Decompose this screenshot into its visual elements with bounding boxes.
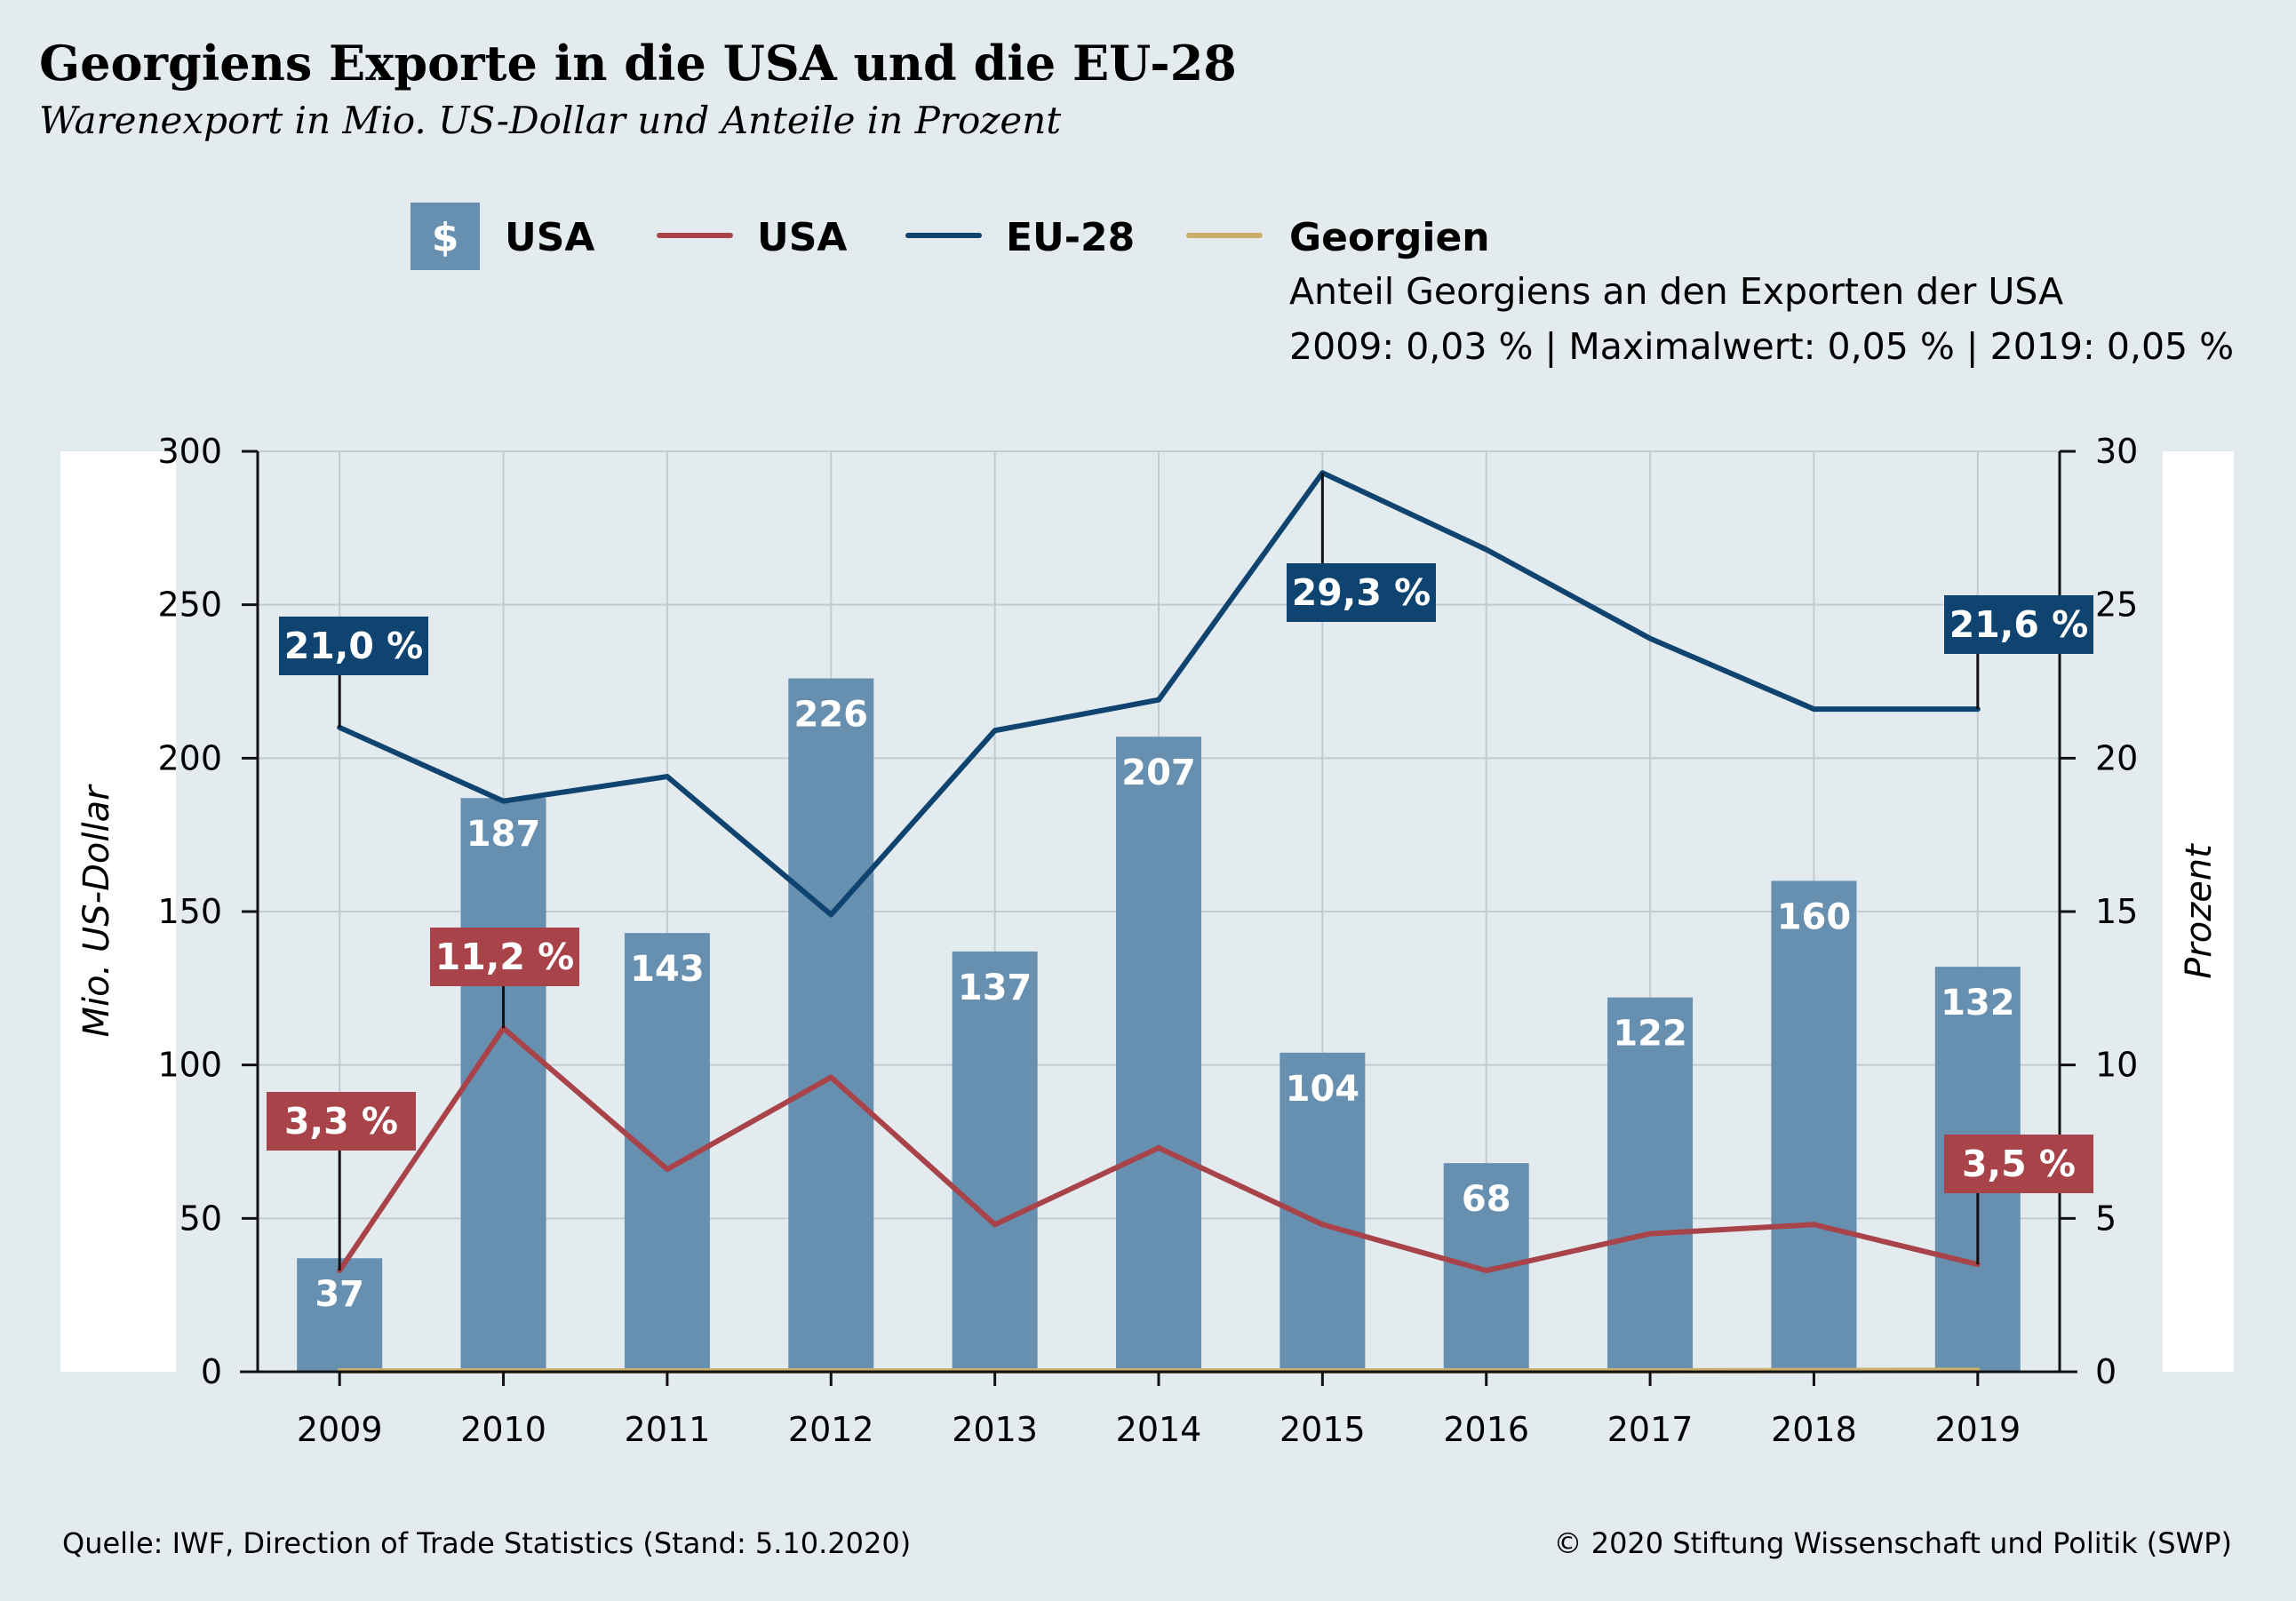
- callout-box: [1944, 1135, 2093, 1193]
- left-tick-label: 0: [201, 1352, 222, 1391]
- bar-value-label: 187: [466, 814, 541, 855]
- bar-usa-2014: [1116, 737, 1201, 1372]
- x-tick-label: 2013: [952, 1410, 1038, 1449]
- callout-label: 3,3 %: [284, 1100, 398, 1143]
- x-tick-label: 2019: [1934, 1410, 2021, 1449]
- x-tick-label: 2009: [297, 1410, 383, 1449]
- right-tick-label: 5: [2095, 1199, 2117, 1238]
- x-tick-label: 2010: [460, 1410, 546, 1449]
- legend-bar-label: USA: [505, 215, 594, 260]
- legend: $ USA USA EU-28 Georgien Anteil Georgien…: [411, 203, 2234, 368]
- right-axis-panel: [2163, 451, 2234, 1372]
- left-axis-label: Mio. US-Dollar: [76, 784, 117, 1038]
- callout-label: 21,6 %: [1949, 603, 2089, 646]
- bar-value-label: 137: [958, 968, 1032, 1008]
- x-tick-label: 2015: [1280, 1410, 1366, 1449]
- legend-bar-icon-text: $: [432, 215, 459, 260]
- x-tick-label: 2017: [1607, 1410, 1694, 1449]
- data-labels: 37 187 143 226 137 207 104 68 122 160 132: [315, 695, 2014, 1316]
- right-tick-label: 0: [2095, 1352, 2117, 1391]
- x-tick-label: 2011: [625, 1410, 711, 1449]
- right-tick-label: 20: [2095, 738, 2138, 777]
- bar-usa-2010: [460, 798, 546, 1372]
- callout-label: 3,5 %: [1962, 1143, 2076, 1185]
- bar-value-label: 132: [1941, 983, 2015, 1024]
- callout-box: [1287, 563, 1436, 622]
- callout-label: 29,3 %: [1292, 571, 1431, 614]
- legend-usa-line-label: USA: [757, 215, 847, 260]
- callout-box: [1944, 595, 2093, 654]
- x-tick-label: 2014: [1116, 1410, 1202, 1449]
- bar-value-label: 207: [1121, 753, 1196, 793]
- bar-value-label: 160: [1777, 896, 1852, 937]
- x-tick-label: 2018: [1771, 1410, 1857, 1449]
- bar-usa-2017: [1607, 997, 1694, 1372]
- source-note: Quelle: IWF, Direction of Trade Statisti…: [62, 1526, 911, 1560]
- line-series-usa: [337, 1025, 1981, 1274]
- axes: 0 50 100 150 200 250 300 0 5 10 15 20 25 30 2009 2010 20…: [157, 432, 2138, 1449]
- bar-value-label: 143: [630, 949, 705, 990]
- chart-subtitle: Warenexport in Mio. US-Dollar und Anteil…: [39, 99, 1061, 142]
- callout-box: [430, 928, 579, 986]
- callout-label: 21,0 %: [284, 625, 424, 667]
- left-tick-label: 300: [157, 432, 222, 471]
- copyright-note: © 2020 Stiftung Wissenschaft und Politik…: [1554, 1526, 2232, 1560]
- right-tick-label: 30: [2095, 432, 2138, 471]
- x-tick-label: 2012: [788, 1410, 874, 1449]
- line-series-eu-28: [337, 470, 1981, 918]
- left-tick-label: 100: [157, 1046, 222, 1085]
- right-tick-label: 25: [2095, 585, 2138, 625]
- bar-usa-2012: [788, 678, 874, 1372]
- bar-value-label: 37: [315, 1274, 364, 1315]
- bar-value-label: 68: [1462, 1179, 1511, 1220]
- x-tick-label: 2016: [1443, 1410, 1529, 1449]
- legend-georgia-line-label: Georgien: [1289, 215, 1490, 260]
- left-tick-label: 200: [157, 738, 222, 777]
- bar-value-label: 226: [794, 695, 869, 736]
- right-axis-label: Prozent: [2179, 843, 2220, 979]
- left-tick-label: 50: [179, 1199, 222, 1238]
- left-tick-label: 150: [157, 892, 222, 931]
- legend-note-line1: Anteil Georgiens an den Exporten der USA: [1289, 270, 2063, 313]
- callout-box: [267, 1092, 416, 1151]
- callouts: 21,0 % 29,3 % 21,6 % 3,3 % 11,2 % 3,5 %: [267, 473, 2093, 1271]
- bar-value-label: 104: [1286, 1069, 1360, 1110]
- bar-usa-2016: [1443, 1163, 1529, 1372]
- bar-usa-2018: [1771, 880, 1857, 1372]
- chart-title: Georgiens Exporte in die USA und die EU-…: [39, 35, 1237, 92]
- bar-usa-2009: [297, 1258, 383, 1372]
- legend-eu-line-label: EU-28: [1006, 215, 1135, 260]
- callout-label: 11,2 %: [435, 936, 575, 978]
- right-tick-label: 15: [2095, 892, 2138, 931]
- left-axis-panel: [60, 451, 176, 1372]
- bars: [297, 678, 2021, 1372]
- legend-note-line2: 2009: 0,03 % | Maximalwert: 0,05 % | 201…: [1289, 325, 2234, 368]
- left-tick-label: 250: [157, 585, 222, 625]
- callout-box: [279, 617, 428, 675]
- right-tick-label: 10: [2095, 1046, 2138, 1085]
- bar-usa-2013: [952, 951, 1038, 1372]
- dollar-icon: [411, 203, 480, 270]
- bar-value-label: 122: [1613, 1014, 1687, 1055]
